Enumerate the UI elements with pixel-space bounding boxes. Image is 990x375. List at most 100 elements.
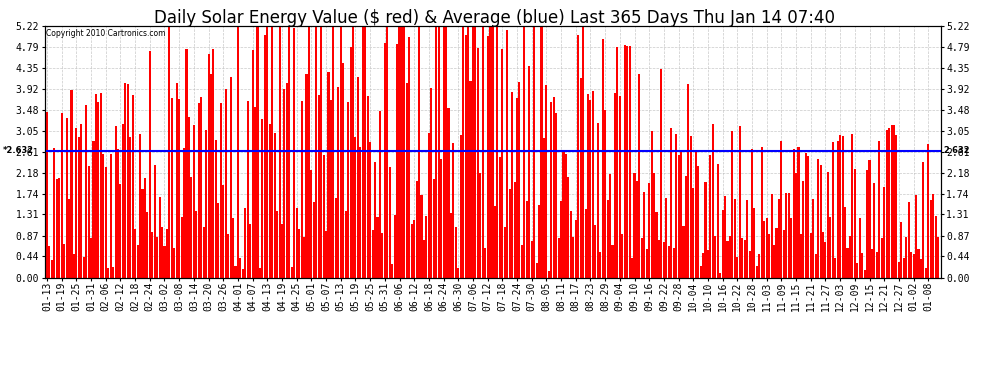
Bar — [795, 173, 797, 278]
Bar — [685, 176, 687, 278]
Bar — [129, 137, 132, 278]
Bar — [411, 224, 413, 278]
Bar — [433, 179, 435, 278]
Bar — [220, 103, 222, 278]
Bar — [320, 26, 322, 278]
Bar — [714, 236, 717, 278]
Bar — [780, 141, 782, 278]
Bar — [746, 200, 748, 278]
Bar — [832, 142, 834, 278]
Bar — [773, 245, 775, 278]
Bar — [263, 35, 266, 278]
Bar — [830, 216, 832, 278]
Bar — [765, 218, 767, 278]
Bar — [352, 26, 354, 278]
Bar — [254, 107, 256, 278]
Bar — [423, 240, 425, 278]
Bar — [825, 242, 827, 278]
Bar — [644, 192, 645, 278]
Bar — [338, 87, 340, 278]
Bar — [447, 108, 449, 278]
Bar — [575, 220, 577, 278]
Bar — [90, 238, 92, 278]
Bar — [820, 165, 822, 278]
Bar — [188, 117, 190, 278]
Bar — [335, 198, 337, 278]
Bar — [156, 237, 158, 278]
Bar — [117, 149, 119, 278]
Bar — [658, 240, 660, 278]
Bar — [359, 147, 361, 278]
Bar — [134, 229, 137, 278]
Bar — [619, 96, 621, 278]
Bar — [328, 72, 330, 278]
Bar — [526, 201, 528, 278]
Bar — [215, 140, 217, 278]
Bar — [645, 249, 647, 278]
Bar — [163, 246, 165, 278]
Bar — [802, 181, 805, 278]
Bar — [105, 167, 107, 278]
Bar — [935, 216, 937, 278]
Bar — [381, 233, 383, 278]
Bar — [63, 244, 65, 278]
Bar — [626, 46, 629, 278]
Bar — [788, 193, 790, 278]
Bar — [144, 178, 146, 278]
Bar — [863, 270, 865, 278]
Bar — [75, 128, 77, 278]
Bar — [469, 81, 471, 278]
Bar — [283, 90, 285, 278]
Bar — [915, 195, 917, 278]
Bar — [783, 230, 785, 278]
Bar — [347, 102, 349, 278]
Bar — [482, 26, 484, 278]
Bar — [416, 181, 418, 278]
Bar — [565, 154, 567, 278]
Bar — [506, 30, 508, 278]
Bar — [582, 26, 584, 278]
Bar — [298, 229, 300, 278]
Bar — [364, 26, 366, 278]
Bar — [78, 137, 80, 278]
Bar — [722, 210, 724, 278]
Bar — [178, 99, 180, 278]
Bar — [760, 147, 763, 278]
Bar — [158, 197, 160, 278]
Bar — [479, 173, 481, 278]
Bar — [768, 234, 770, 278]
Bar — [325, 231, 327, 278]
Bar — [213, 50, 215, 278]
Bar — [200, 97, 202, 278]
Bar — [511, 92, 513, 278]
Bar — [384, 43, 386, 278]
Bar — [333, 26, 335, 278]
Bar — [881, 238, 883, 278]
Bar — [888, 129, 890, 278]
Bar — [602, 39, 604, 278]
Bar — [171, 98, 173, 278]
Bar — [354, 137, 356, 278]
Bar — [60, 113, 62, 278]
Bar — [817, 159, 819, 278]
Bar — [521, 245, 523, 278]
Bar — [734, 200, 736, 278]
Bar — [873, 183, 875, 278]
Bar — [538, 205, 541, 278]
Bar — [491, 26, 494, 278]
Bar — [650, 132, 652, 278]
Bar — [445, 26, 447, 278]
Bar — [531, 240, 533, 278]
Text: 2.632: 2.632 — [943, 146, 970, 155]
Bar — [732, 131, 734, 278]
Bar — [851, 134, 853, 278]
Bar — [120, 184, 122, 278]
Bar — [438, 26, 440, 278]
Bar — [905, 237, 907, 278]
Bar — [95, 94, 97, 278]
Bar — [624, 45, 626, 278]
Bar — [822, 232, 824, 278]
Bar — [729, 236, 731, 278]
Bar — [815, 254, 817, 278]
Bar — [369, 142, 371, 278]
